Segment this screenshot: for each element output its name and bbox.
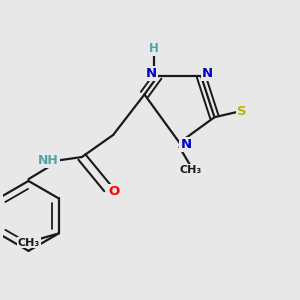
Text: CH₃: CH₃ <box>179 165 202 175</box>
Text: N: N <box>202 67 213 80</box>
Text: S: S <box>237 105 247 118</box>
Text: O: O <box>109 185 120 199</box>
Text: N: N <box>181 138 192 151</box>
Text: H: H <box>149 42 159 55</box>
Text: NH: NH <box>38 154 59 167</box>
Text: N: N <box>146 67 157 80</box>
Text: CH₃: CH₃ <box>17 238 40 248</box>
